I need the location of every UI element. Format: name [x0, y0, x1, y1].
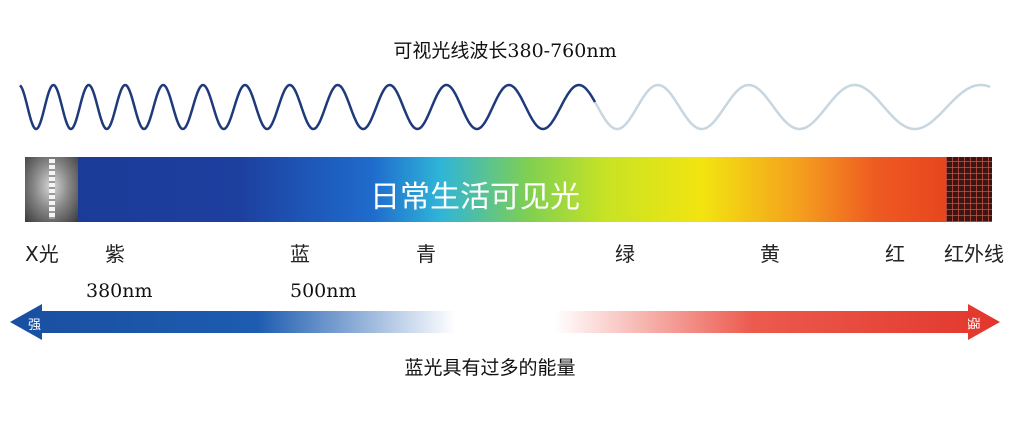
label-red: 红 [885, 242, 905, 266]
caption: 蓝光具有过多的能量 [404, 357, 576, 379]
title: 可视光线波长380-760nm [393, 40, 617, 62]
xray-image [25, 157, 78, 222]
label-cyan: 青 [416, 242, 436, 266]
label-yellow: 黄 [760, 242, 780, 266]
energy-arrow [10, 304, 1000, 340]
label-xray: X光 [25, 242, 59, 266]
label-infrared: 红外线 [944, 242, 1004, 266]
label-violet: 紫 [105, 242, 125, 266]
arrow-left-label: 强 [28, 318, 42, 333]
spectrum-bar-label: 日常生活可见光 [370, 180, 580, 215]
wavelength-500: 500nm [290, 280, 357, 302]
infrared-image [946, 157, 992, 222]
arrow-shape [10, 304, 1000, 340]
wave [19, 83, 991, 131]
wave-low-frequency [593, 83, 991, 131]
arrow-right-label: 强 [965, 316, 981, 331]
label-blue: 蓝 [290, 242, 310, 266]
spectrum-bar: 日常生活可见光 [25, 157, 992, 222]
wave-high-frequency [19, 83, 597, 131]
label-green: 绿 [615, 242, 635, 266]
wavelength-380: 380nm [86, 280, 153, 302]
